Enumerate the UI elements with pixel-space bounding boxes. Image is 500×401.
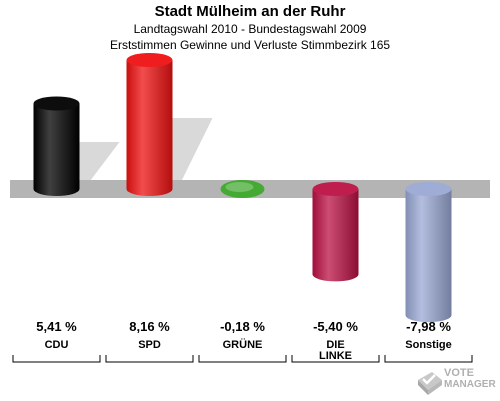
category-label-3-1: LINKE <box>319 350 352 362</box>
labels: 5,41 % CDU 8,16 % SPD -0,18 % GRÜNE -5,40 % DIE… <box>12 319 473 363</box>
ballot-box-icon <box>418 372 442 395</box>
chart-subtitle-1: Landtagswahl 2010 - Bundestagswahl 2009 <box>133 22 367 36</box>
category-bracket-1 <box>105 355 194 363</box>
value-label-2: -0,18 % <box>220 319 265 334</box>
chart-header: Stadt Mülheim an der Ruhr Landtagswahl 2… <box>0 0 500 53</box>
logo-text-vote: VOTE <box>444 367 474 379</box>
category-bracket-2 <box>198 355 287 363</box>
bar-2 <box>220 180 265 198</box>
value-label-4: -7,98 % <box>406 319 451 334</box>
category-label-0-0: CDU <box>45 339 69 351</box>
bar-0 <box>33 96 80 196</box>
category-bracket-4 <box>384 355 473 363</box>
bar-3 <box>312 182 359 282</box>
category-label-4-0: Sonstige <box>405 339 451 351</box>
category-bracket-3 <box>291 355 380 363</box>
value-label-0: 5,41 % <box>36 319 77 334</box>
category-label-2-0: GRÜNE <box>223 338 263 351</box>
logo-text-manager: MANAGER <box>444 379 496 390</box>
chart-title: Stadt Mülheim an der Ruhr <box>154 3 346 20</box>
category-label-3-0: DIE <box>326 339 344 351</box>
bar-1 <box>126 53 173 196</box>
bars <box>33 53 452 323</box>
chart-subtitle-2: Erststimmen Gewinne und Verluste Stimmbe… <box>109 38 391 52</box>
bar-4 <box>405 182 452 323</box>
vote-manager-logo: VOTE MANAGER <box>414 366 496 396</box>
value-label-3: -5,40 % <box>313 319 358 334</box>
category-label-1-0: SPD <box>138 339 161 351</box>
category-bracket-0 <box>12 355 101 363</box>
value-label-1: 8,16 % <box>129 319 170 334</box>
